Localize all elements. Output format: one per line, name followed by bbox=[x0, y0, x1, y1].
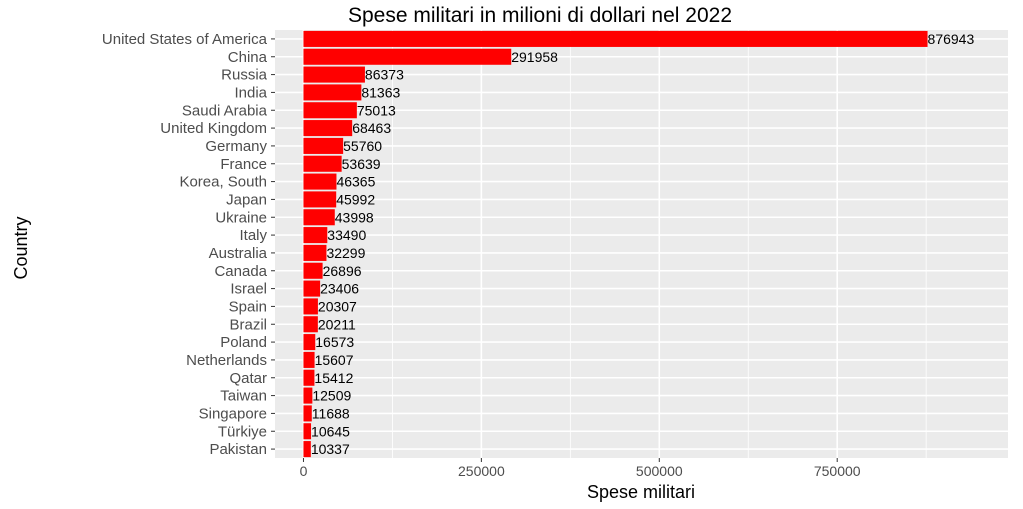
x-tick-label: 500000 bbox=[636, 463, 683, 479]
bar bbox=[303, 423, 312, 440]
bar-value-label: 10645 bbox=[311, 423, 350, 439]
bar-value-label: 20307 bbox=[318, 298, 357, 314]
bar bbox=[303, 191, 337, 208]
y-axis-title: Country bbox=[11, 216, 31, 279]
y-tick-label: Taiwan bbox=[220, 388, 267, 405]
y-tick-label: Italy bbox=[239, 227, 267, 244]
bar-value-label: 75013 bbox=[357, 102, 396, 118]
bar-value-label: 46365 bbox=[336, 174, 375, 190]
bar-value-label: 11688 bbox=[312, 405, 350, 421]
bar-value-label: 45992 bbox=[336, 191, 375, 207]
bar-value-label: 33490 bbox=[327, 227, 366, 243]
y-tick-label: Qatar bbox=[229, 370, 267, 387]
bar bbox=[303, 244, 327, 261]
bar bbox=[303, 262, 323, 279]
bar bbox=[303, 30, 928, 47]
y-tick-label: Korea, South bbox=[179, 174, 267, 191]
y-tick-label: United Kingdom bbox=[160, 120, 267, 137]
bar-value-label: 23406 bbox=[320, 281, 359, 297]
y-tick-label: India bbox=[234, 84, 267, 101]
bar bbox=[303, 441, 311, 458]
chart-title: Spese militari in milioni di dollari nel… bbox=[348, 4, 732, 27]
bar-value-label: 81363 bbox=[361, 84, 400, 100]
x-tick-label: 250000 bbox=[458, 463, 505, 479]
bar-value-label: 15607 bbox=[315, 352, 354, 368]
bar bbox=[303, 280, 321, 297]
bar-value-label: 53639 bbox=[342, 156, 381, 172]
bars bbox=[303, 30, 928, 458]
y-tick-label: Australia bbox=[209, 245, 268, 262]
bar bbox=[303, 351, 315, 368]
bar-value-label: 86373 bbox=[365, 67, 404, 83]
bar-value-label: 876943 bbox=[928, 31, 975, 47]
x-tick-label: 0 bbox=[300, 463, 308, 479]
y-tick-label: Poland bbox=[220, 334, 267, 351]
y-tick-label: Singapore bbox=[199, 405, 267, 422]
bar bbox=[303, 120, 353, 137]
y-tick-label: Israel bbox=[230, 281, 267, 298]
bar bbox=[303, 48, 512, 65]
bar bbox=[303, 209, 335, 226]
bar-value-label: 26896 bbox=[323, 263, 362, 279]
y-tick-label: Saudi Arabia bbox=[182, 102, 268, 119]
bar bbox=[303, 298, 318, 315]
y-tick-label: Pakistan bbox=[209, 441, 267, 458]
bar bbox=[303, 155, 342, 172]
x-tick-label: 750000 bbox=[814, 463, 861, 479]
bar-value-label: 16573 bbox=[315, 334, 354, 350]
bar bbox=[303, 84, 362, 101]
y-tick-label: Canada bbox=[214, 263, 267, 280]
plot-panel bbox=[275, 30, 1008, 458]
bar bbox=[303, 102, 357, 119]
y-tick-label: Netherlands bbox=[186, 352, 267, 369]
y-tick-label: Brazil bbox=[229, 316, 267, 333]
grid-minor bbox=[392, 30, 927, 458]
bar bbox=[303, 227, 328, 244]
x-axis-title: Spese militari bbox=[587, 482, 695, 502]
y-tick-label: Spain bbox=[229, 298, 267, 315]
bar bbox=[303, 173, 337, 190]
bar-value-label: 68463 bbox=[352, 120, 391, 136]
bar bbox=[303, 66, 365, 83]
bar-value-label: 43998 bbox=[335, 209, 374, 225]
bar bbox=[303, 137, 344, 154]
bar bbox=[303, 369, 315, 386]
bar-value-label: 291958 bbox=[511, 49, 558, 65]
y-tick-label: Türkiye bbox=[218, 423, 267, 440]
bar-value-label: 32299 bbox=[326, 245, 365, 261]
bar-value-label: 20211 bbox=[318, 316, 356, 332]
bar bbox=[303, 387, 313, 404]
y-tick-label: Ukraine bbox=[215, 209, 267, 226]
bar bbox=[303, 316, 318, 333]
y-axis-ticks: United States of AmericaChinaRussiaIndia… bbox=[102, 31, 275, 458]
y-tick-label: United States of America bbox=[102, 31, 268, 48]
bar-value-label: 12509 bbox=[312, 388, 351, 404]
bar-value-label: 10337 bbox=[311, 441, 350, 457]
y-tick-label: Russia bbox=[221, 67, 268, 84]
bar bbox=[303, 405, 312, 422]
y-tick-label: China bbox=[228, 49, 268, 66]
y-tick-label: Japan bbox=[226, 191, 267, 208]
y-tick-label: Germany bbox=[205, 138, 267, 155]
x-axis-ticks: 0 250000 500000 750000 bbox=[300, 458, 861, 479]
y-tick-label: France bbox=[220, 156, 267, 173]
bar-value-label: 15412 bbox=[314, 370, 353, 386]
bar bbox=[303, 334, 316, 351]
bar-value-label: 55760 bbox=[343, 138, 382, 154]
